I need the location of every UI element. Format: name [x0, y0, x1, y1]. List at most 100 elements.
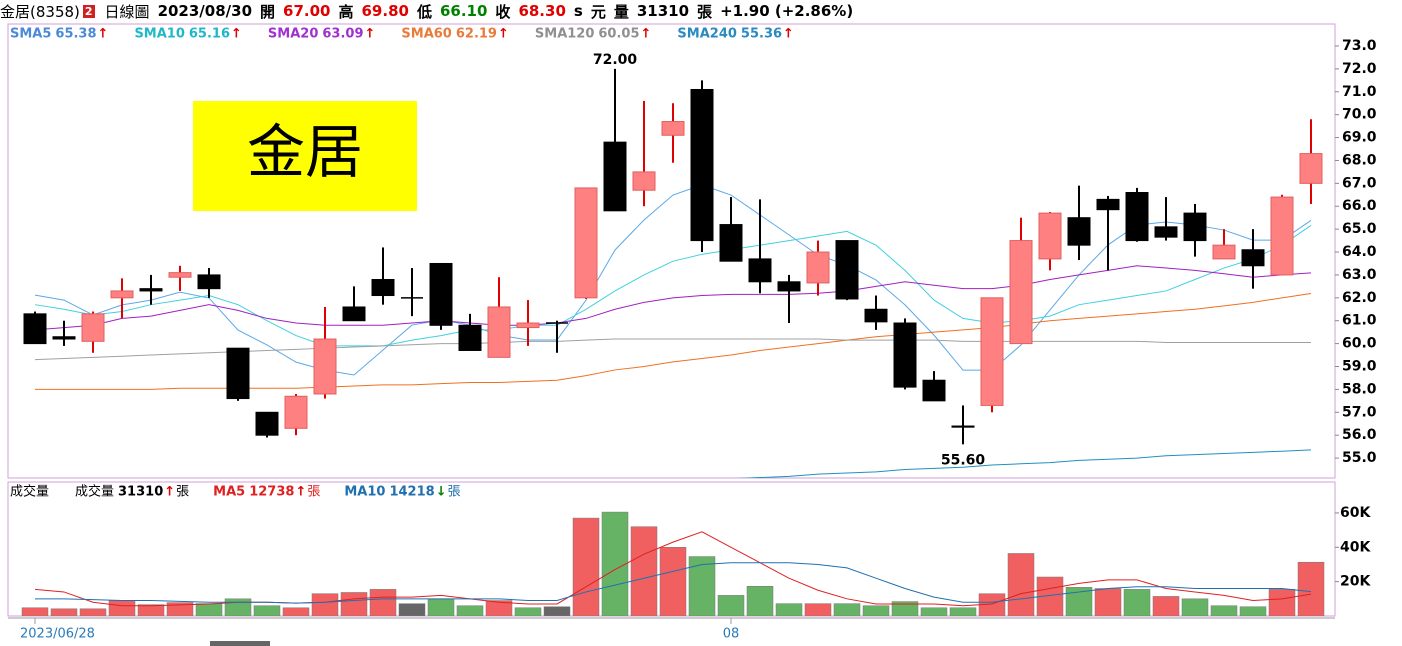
- volume-bar: [398, 603, 426, 616]
- volume-bar: [746, 586, 774, 616]
- legend-value: 14218: [389, 485, 434, 500]
- volume-bar: [1239, 606, 1267, 616]
- header-item: 2023/08/30: [157, 2, 253, 20]
- legend-name: SMA240: [677, 27, 737, 42]
- volume-bar: [427, 598, 455, 616]
- candle-body: [110, 290, 134, 299]
- y-tick-label: 70.0: [1342, 107, 1377, 123]
- candle-body: [81, 313, 105, 342]
- header-item: 高: [338, 2, 354, 21]
- volume-clip: [21, 511, 1325, 616]
- volume-bar: [79, 608, 107, 616]
- y-tick-label: 65.0: [1342, 221, 1377, 237]
- y-tick-label: 63.0: [1342, 267, 1377, 283]
- legend-value: 63.09: [322, 27, 363, 42]
- legend-trend: ↑: [231, 27, 242, 42]
- volume-bar: [804, 603, 832, 616]
- y-tick-label: 69.0: [1342, 130, 1377, 146]
- legend-unit: 張: [176, 485, 189, 500]
- quote-header: 金居(8358) 2 日線圖 2023/08/30 開 67.00 高 69.80 低 66.10…: [0, 0, 1402, 22]
- volume-bar: [369, 589, 397, 616]
- legend-value: 65.38: [55, 27, 96, 42]
- volume-bar: [949, 607, 977, 616]
- candle-body: [980, 297, 1004, 406]
- volume-bar: [253, 605, 281, 616]
- volume-bar: [717, 595, 745, 616]
- volume-bar: [311, 593, 339, 616]
- candle-body: [23, 313, 47, 345]
- y-tick-label: 66.0: [1342, 198, 1377, 214]
- volume-bar: [1152, 596, 1180, 616]
- candle-body: [487, 306, 511, 358]
- candle-body: [197, 274, 221, 290]
- header-item: s: [573, 2, 583, 20]
- volume-bar: [224, 598, 252, 616]
- candle-body: [1009, 240, 1033, 345]
- legend-value: 12738: [249, 485, 294, 500]
- volume-bar: [688, 556, 716, 616]
- y-tick-label: 40K: [1340, 539, 1371, 555]
- y-tick-label: 72.0: [1342, 61, 1377, 77]
- y-tick-label: 67.0: [1342, 175, 1377, 191]
- volume-bar: [166, 602, 194, 616]
- header-item: 量: [613, 2, 629, 21]
- header-item: 66.10: [439, 2, 488, 20]
- volume-bar: [862, 605, 890, 616]
- candle-body: [835, 240, 859, 300]
- y-tick-label: 56.0: [1342, 427, 1377, 443]
- header-item: 收: [495, 2, 511, 21]
- y-tick-label: 62.0: [1342, 290, 1377, 306]
- legend-name: SMA10: [134, 27, 184, 42]
- candle-body: [1154, 226, 1178, 238]
- candle-body: [458, 324, 482, 351]
- volume-bar: [456, 605, 484, 616]
- candle-body: [777, 281, 801, 292]
- candle-body: [719, 224, 743, 262]
- price-clip: [23, 68, 1323, 478]
- legend-trend: ↑: [783, 27, 794, 42]
- volume-bar: [543, 606, 571, 616]
- y-tick-label: 60.0: [1342, 336, 1377, 352]
- ma-line: [34, 184, 1312, 376]
- legend-unit: 張: [448, 485, 461, 500]
- volume-bar: [1007, 553, 1035, 616]
- legend-trend: ↑: [641, 27, 652, 42]
- y-tick-label: 73.0: [1342, 38, 1377, 54]
- candle-body: [1067, 217, 1091, 246]
- volume-bar: [514, 607, 542, 616]
- candle-body: [1038, 212, 1062, 260]
- candle-body: [313, 338, 337, 395]
- ma-line: [35, 562, 1312, 604]
- x-tick-label: 08: [723, 627, 740, 642]
- y-tick-label: 68.0: [1342, 152, 1377, 168]
- legend-name: MA10: [344, 485, 385, 500]
- volume-bar: [601, 511, 629, 616]
- candle-body: [168, 272, 192, 278]
- candle-body: [1299, 153, 1323, 184]
- volume-bar: [833, 603, 861, 616]
- candle-body: [922, 379, 946, 402]
- y-tick-label: 61.0: [1342, 313, 1377, 329]
- legend-name: SMA120: [535, 27, 595, 42]
- candle-body: [951, 425, 975, 428]
- volume-bar: [1094, 588, 1122, 616]
- header-item: 68.30: [518, 2, 566, 20]
- price-panel: [7, 23, 1336, 479]
- candle-body: [893, 322, 917, 388]
- legend-name: MA5: [213, 485, 245, 500]
- volume-bar: [108, 600, 136, 616]
- candle-body: [429, 262, 453, 326]
- ma-line: [34, 265, 1312, 331]
- candle-body: [1183, 212, 1207, 242]
- candle-body: [342, 306, 366, 322]
- header-item: 31310: [636, 2, 690, 20]
- legend-trend: ↑: [498, 27, 509, 42]
- legend-value: 31310: [118, 485, 163, 500]
- candle-body: [1241, 249, 1265, 267]
- volume-bar: [920, 607, 948, 616]
- volume-bar: [1268, 589, 1296, 616]
- candle-body: [1212, 244, 1236, 260]
- candle-body: [864, 308, 888, 323]
- volume-bar: [137, 604, 165, 616]
